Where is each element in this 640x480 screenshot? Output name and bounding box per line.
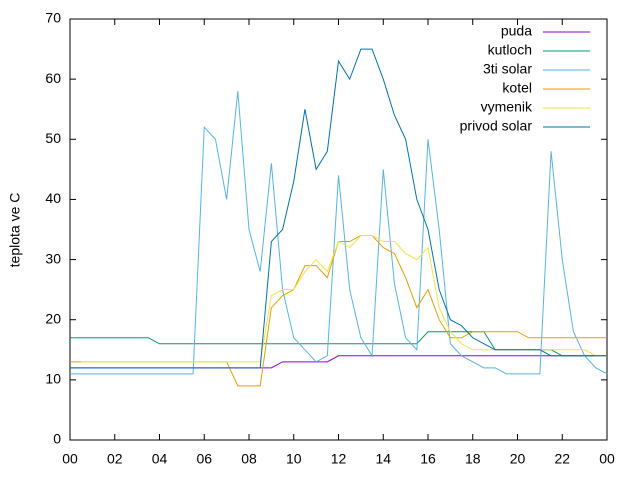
legend-label: puda (501, 23, 532, 39)
series-line (81, 235, 607, 363)
y-tick-label: 10 (45, 371, 61, 387)
y-tick-label: 50 (45, 130, 61, 146)
x-tick-label: 06 (196, 451, 212, 467)
x-tick-label: 20 (510, 451, 526, 467)
legend-label: vymenik (481, 99, 533, 115)
y-tick-label: 0 (53, 431, 61, 447)
series-line (70, 331, 607, 357)
legend-label: 3ti solar (483, 61, 532, 77)
x-tick-label: 12 (331, 451, 347, 467)
x-tick-label: 02 (107, 451, 123, 467)
y-tick-label: 70 (45, 10, 61, 26)
y-tick-label: 30 (45, 250, 61, 266)
legend-label: privod solar (460, 118, 533, 134)
x-tick-label: 18 (465, 451, 481, 467)
x-tick-label: 08 (241, 451, 257, 467)
y-tick-label: 20 (45, 310, 61, 326)
y-tick-label: 40 (45, 190, 61, 206)
x-tick-label: 00 (599, 451, 615, 467)
y-axis-label: teplota ve C (7, 193, 23, 268)
x-tick-label: 10 (286, 451, 302, 467)
x-tick-label: 00 (62, 451, 78, 467)
series-line (70, 48, 607, 369)
x-tick-label: 16 (420, 451, 436, 467)
legend-label: kutloch (488, 42, 532, 58)
series-line (70, 235, 607, 387)
x-tick-label: 14 (375, 451, 391, 467)
x-tick-label: 04 (152, 451, 168, 467)
y-tick-label: 60 (45, 70, 61, 86)
x-tick-label: 22 (554, 451, 570, 467)
series-line (70, 91, 608, 375)
legend-label: kotel (502, 80, 532, 96)
